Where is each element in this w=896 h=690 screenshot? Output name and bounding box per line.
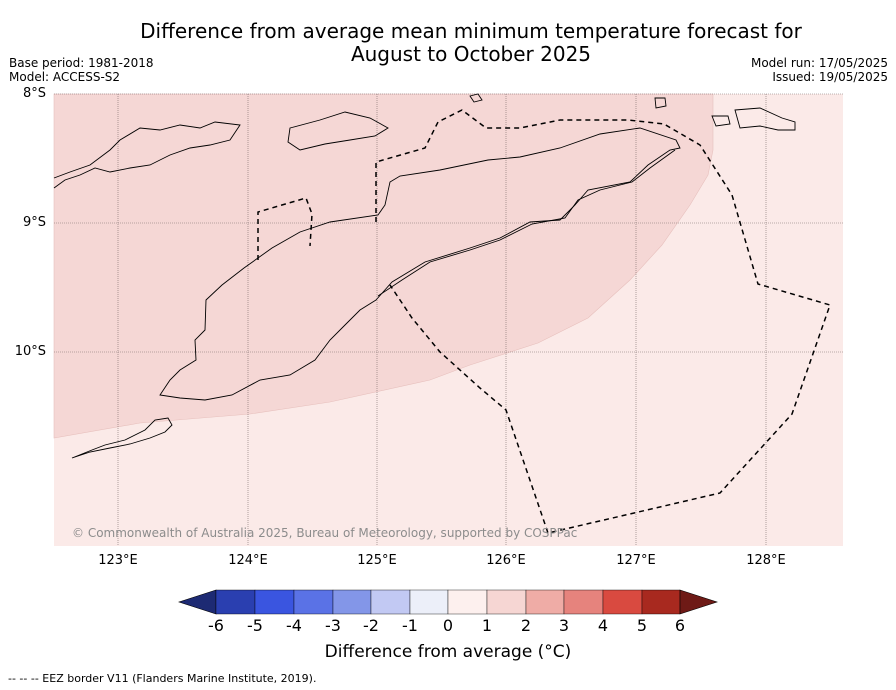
chart-title: Difference from average mean minimum tem…: [0, 20, 896, 66]
eez-border: [257, 109, 831, 534]
base-period: Base period: 1981-2018: [9, 56, 154, 70]
lat-label-9s: 9°S: [22, 215, 46, 230]
lon-label-127e: 127°E: [616, 553, 656, 568]
colorbar-tick: 6: [674, 616, 686, 635]
coastline-islet-1: [654, 97, 667, 109]
colorbar-over-arrow: [679, 589, 718, 615]
colorbar-tick: -2: [363, 616, 379, 635]
colorbar-tick: 3: [558, 616, 570, 635]
colorbar-segment: [293, 589, 334, 615]
colorbar-segment: [332, 589, 372, 615]
lat-label-10s: 10°S: [14, 344, 46, 359]
colorbar-segment: [641, 589, 681, 615]
coastline-rote: [71, 417, 173, 459]
coastline-islet-2: [734, 107, 796, 131]
coastline-timor-north: [159, 127, 681, 401]
colorbar-tick: 5: [636, 616, 648, 635]
title-line-2: August to October 2025: [350, 42, 592, 66]
gridlines: [54, 93, 843, 546]
colorbar-tick: 4: [597, 616, 609, 635]
colorbar-tick: 1: [481, 616, 493, 635]
colorbar-tick: -6: [208, 616, 224, 635]
meta-right: Model run: 17/05/2025 Issued: 19/05/2025: [751, 56, 888, 84]
lon-label-126e: 126°E: [486, 553, 526, 568]
issued-date: Issued: 19/05/2025: [772, 70, 888, 84]
coastline-flores: [53, 121, 241, 189]
coastline-islet-4: [469, 93, 483, 103]
colorbar-segment: [525, 589, 565, 615]
lon-label-128e: 128°E: [746, 553, 786, 568]
colorbar-under-arrow: [178, 589, 217, 615]
coastline-timor-south: [377, 149, 676, 297]
title-line-1: Difference from average mean minimum tem…: [140, 19, 802, 43]
model-run: Model run: 17/05/2025: [750, 56, 888, 70]
colorbar-segment: [370, 589, 411, 615]
coastline-alor: [287, 111, 389, 151]
colorbar-segment: [602, 589, 643, 615]
copyright-text: © Commonwealth of Australia 2025, Bureau…: [72, 526, 578, 540]
eez-footnote: -- -- -- EEZ border V11 (Flanders Marine…: [8, 672, 317, 685]
meta-left: Base period: 1981-2018 Model: ACCESS-S2: [9, 56, 154, 84]
colorbar-segment: [409, 589, 449, 615]
colorbar-tick: 0: [442, 616, 454, 635]
lon-label-124e: 124°E: [228, 553, 268, 568]
colorbar-tick: -1: [402, 616, 418, 635]
coastlines: [53, 93, 796, 459]
model-name: Model: ACCESS-S2: [9, 70, 121, 84]
lon-label-123e: 123°E: [98, 553, 138, 568]
coastline-islet-3: [711, 115, 731, 127]
colorbar-segment: [486, 589, 527, 615]
lat-label-8s: 8°S: [22, 86, 46, 101]
colorbar-segment: [215, 589, 256, 615]
eez-line-main: [375, 109, 831, 534]
lon-label-125e: 125°E: [357, 553, 397, 568]
colorbar-segment: [254, 589, 295, 615]
colorbar-segment: [563, 589, 604, 615]
colorbar-label: Difference from average (°C): [324, 642, 572, 662]
colorbar: [178, 589, 718, 615]
colorbar-tick: 2: [520, 616, 532, 635]
colorbar-tick: -3: [325, 616, 341, 635]
colorbar-segment: [447, 589, 488, 615]
colorbar-tick: -4: [286, 616, 302, 635]
eez-line-west: [257, 197, 313, 260]
colorbar-tick: -5: [247, 616, 263, 635]
